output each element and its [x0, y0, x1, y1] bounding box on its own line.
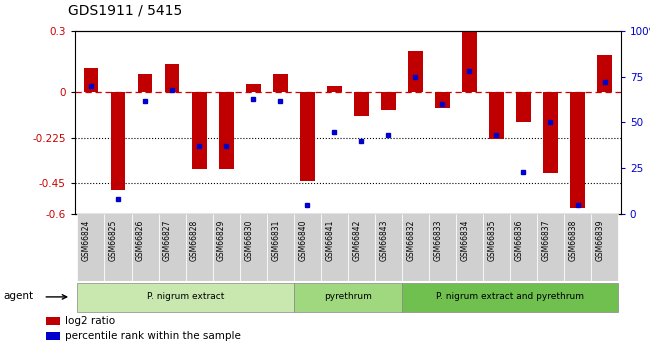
Bar	[164, 63, 179, 92]
Bar	[537, 214, 564, 281]
Bar	[213, 214, 240, 281]
Text: GSM66824: GSM66824	[82, 219, 91, 261]
Text: GSM66829: GSM66829	[217, 219, 226, 261]
Text: GSM66832: GSM66832	[406, 219, 415, 261]
Bar	[354, 92, 369, 116]
Bar	[46, 332, 60, 340]
Bar	[300, 92, 315, 181]
Bar	[381, 92, 396, 110]
Text: GSM66838: GSM66838	[569, 219, 577, 261]
Bar	[375, 214, 402, 281]
Bar	[435, 92, 450, 108]
Text: GSM66841: GSM66841	[325, 219, 334, 261]
Text: GSM66831: GSM66831	[271, 219, 280, 261]
Text: log2 ratio: log2 ratio	[65, 316, 115, 326]
Text: GSM66825: GSM66825	[109, 219, 118, 261]
Bar	[77, 214, 105, 281]
Text: GSM66835: GSM66835	[488, 219, 497, 261]
Bar	[483, 214, 510, 281]
Bar	[294, 283, 402, 312]
Bar	[246, 84, 261, 92]
Text: GSM66833: GSM66833	[434, 219, 443, 261]
Bar	[591, 214, 618, 281]
Bar	[564, 214, 591, 281]
Bar	[273, 74, 287, 92]
Bar	[348, 214, 375, 281]
Text: pyrethrum: pyrethrum	[324, 293, 372, 302]
Text: GSM66843: GSM66843	[380, 219, 388, 261]
Text: percentile rank within the sample: percentile rank within the sample	[65, 331, 241, 341]
Bar	[84, 68, 98, 92]
Bar	[185, 214, 213, 281]
Text: GSM66836: GSM66836	[514, 219, 523, 261]
Text: P. nigrum extract and pyrethrum: P. nigrum extract and pyrethrum	[436, 293, 584, 302]
Text: GSM66839: GSM66839	[595, 219, 604, 261]
Bar	[402, 214, 429, 281]
Text: GDS1911 / 5415: GDS1911 / 5415	[68, 3, 183, 17]
Bar	[131, 214, 159, 281]
Text: GSM66842: GSM66842	[352, 219, 361, 261]
Bar	[294, 214, 320, 281]
Bar	[192, 92, 207, 169]
Bar	[105, 214, 131, 281]
Bar	[402, 283, 618, 312]
Text: GSM66827: GSM66827	[163, 219, 172, 261]
Bar	[516, 92, 531, 122]
Bar	[159, 214, 185, 281]
Text: P. nigrum extract: P. nigrum extract	[147, 293, 224, 302]
Bar	[510, 214, 537, 281]
Bar	[320, 214, 348, 281]
Text: GSM66828: GSM66828	[190, 219, 199, 260]
Bar	[462, 31, 477, 92]
Text: GSM66840: GSM66840	[298, 219, 307, 261]
Bar	[429, 214, 456, 281]
Bar	[138, 74, 153, 92]
Bar	[266, 214, 294, 281]
Text: agent: agent	[4, 291, 34, 301]
Bar	[570, 92, 585, 208]
Text: GSM66830: GSM66830	[244, 219, 253, 261]
Bar	[327, 86, 342, 92]
Bar	[240, 214, 266, 281]
Bar	[77, 283, 294, 312]
Bar	[597, 56, 612, 92]
Bar	[218, 92, 233, 169]
Bar	[111, 92, 125, 189]
Bar	[408, 51, 422, 92]
Text: GSM66837: GSM66837	[541, 219, 551, 261]
Bar	[456, 214, 483, 281]
Text: GSM66826: GSM66826	[136, 219, 145, 261]
Bar	[543, 92, 558, 173]
Text: GSM66834: GSM66834	[460, 219, 469, 261]
Bar	[46, 317, 60, 325]
Bar	[489, 92, 504, 139]
